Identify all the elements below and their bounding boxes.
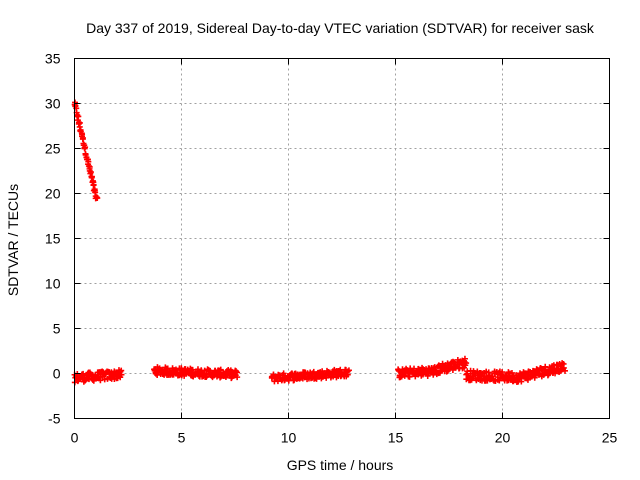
y-tick-label: 0 [53,366,61,382]
data-series-segment [71,367,125,386]
y-tick-label: 25 [45,141,61,157]
grid [74,58,610,419]
y-axis: -5 0 5 10 15 20 25 30 35 [45,51,610,427]
data-point [118,371,125,378]
x-axis: 0 5 10 15 20 25 [71,58,618,446]
data-series-segment [268,366,352,385]
x-tick-label: 25 [602,430,618,446]
data-series-segment [395,363,442,381]
x-tick-label: 20 [495,430,511,446]
data-point [406,373,413,380]
data-point [154,371,161,378]
data-point [87,170,94,177]
data-point [94,195,101,202]
data-point [345,367,352,374]
data-series-segment [463,367,523,385]
x-tick-label: 5 [178,430,186,446]
data-series-segment [435,355,470,377]
data-point [463,360,470,367]
data-series-segment [71,99,101,202]
data-point [461,355,468,362]
data-point [310,368,317,375]
x-tick-label: 0 [71,430,79,446]
data-point [560,360,567,367]
data-point [518,378,525,385]
y-tick-label: 30 [45,96,61,112]
data-point [181,372,188,379]
data-point [189,366,196,373]
data-point [344,371,351,378]
data-series-segment [516,360,568,385]
data-point [531,374,538,381]
data-point [79,134,86,141]
data-point [330,373,337,380]
data-point [424,372,431,379]
data-series-segment [151,364,241,382]
y-tick-label: 10 [45,276,61,292]
x-tick-label: 15 [388,430,404,446]
y-tick-label: 15 [45,231,61,247]
chart-title: Day 337 of 2019, Sidereal Day-to-day VTE… [86,20,595,36]
y-tick-label: 20 [45,186,61,202]
data-point [75,120,82,127]
data-point [280,370,287,377]
data-points [71,99,568,386]
x-axis-label: GPS time / hours [287,457,394,473]
data-point [489,373,496,380]
y-axis-label: SDTVAR / TECUs [5,184,21,296]
data-point [234,374,241,381]
data-point [217,366,224,373]
data-point [552,370,559,377]
data-point [561,367,568,374]
x-tick-label: 10 [281,430,297,446]
y-tick-label: 5 [53,321,61,337]
data-point [90,182,97,189]
data-point [82,144,89,151]
y-tick-label: -5 [48,411,61,427]
y-tick-label: 35 [45,51,61,67]
